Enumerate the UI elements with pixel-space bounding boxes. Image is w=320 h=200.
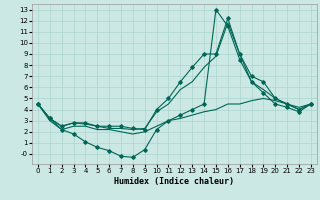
X-axis label: Humidex (Indice chaleur): Humidex (Indice chaleur) [115, 177, 234, 186]
